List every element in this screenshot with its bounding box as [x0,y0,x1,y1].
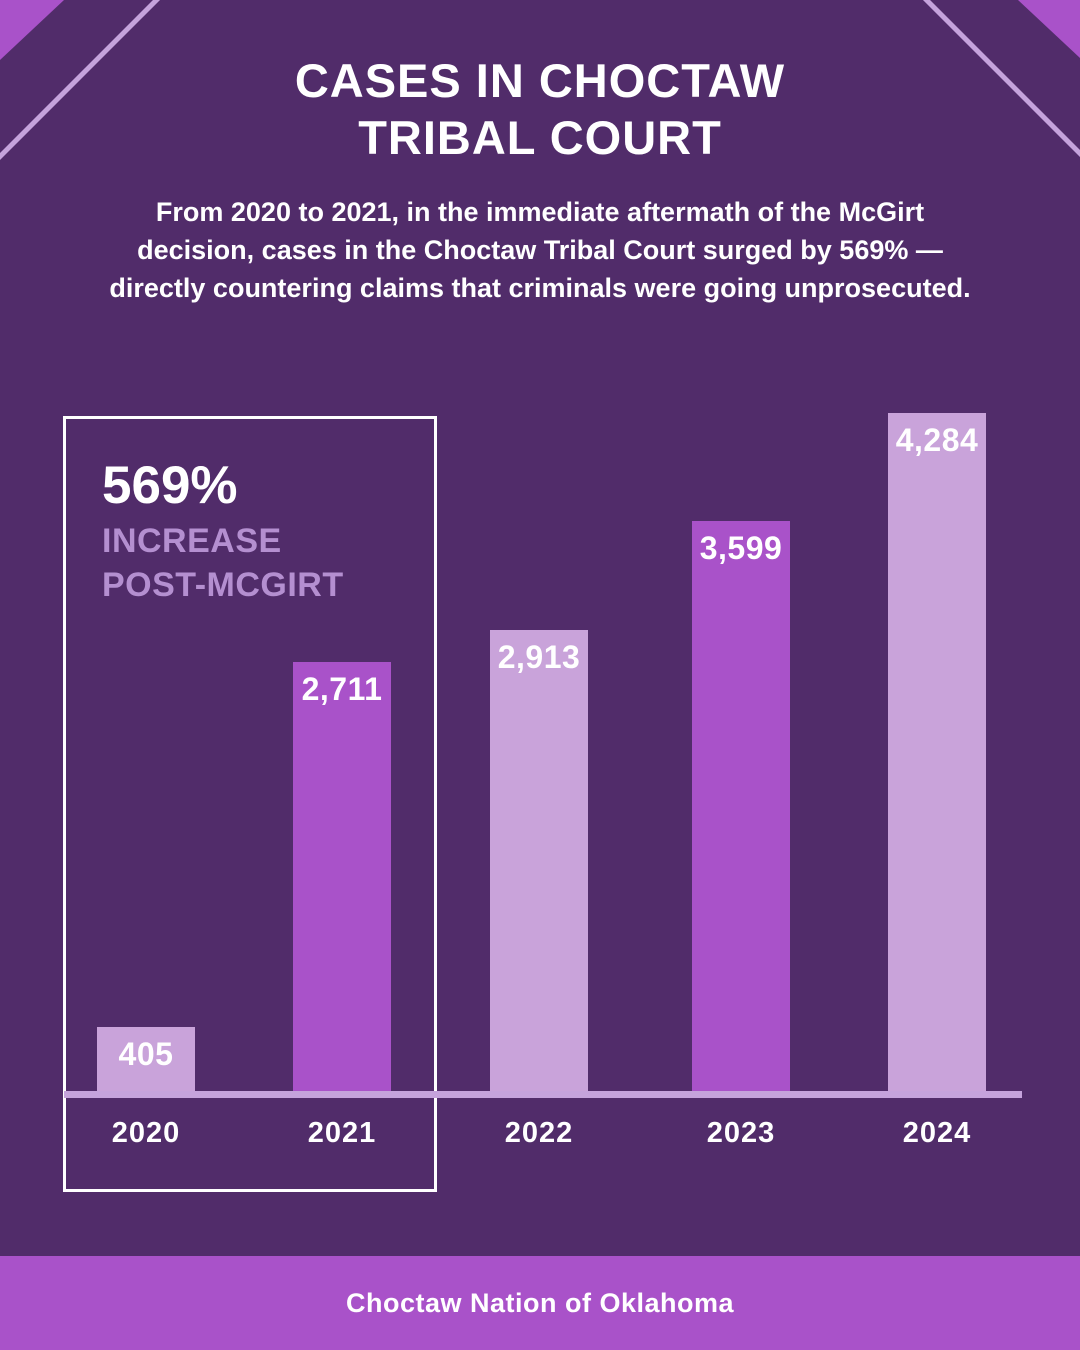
bar-value-label: 405 [118,1036,174,1072]
highlight-label: INCREASE POST-MCGIRT [102,519,344,607]
bar-value-label: 2,913 [497,639,581,675]
subtitle: From 2020 to 2021, in the immediate afte… [0,193,1080,307]
subtitle-line-1: From 2020 to 2021, in the immediate afte… [155,197,925,227]
x-axis-tick-label: 2020 [111,1117,181,1149]
bar-2023: 3,599 [692,521,790,1098]
page-title: CASES IN CHOCTAW TRIBAL COURT [0,52,1080,166]
footer-band: Choctaw Nation of Oklahoma [0,1256,1080,1350]
x-axis-tick-label: 2023 [706,1117,776,1149]
subtitle-line-2: decision, cases in the Choctaw Tribal Co… [137,235,943,265]
highlight-label-line-1: INCREASE [102,522,282,560]
page-title-line-1: CASES IN CHOCTAW [294,54,786,107]
bar-value-label: 4,284 [895,422,979,458]
highlight-box: 569% INCREASE POST-MCGIRT [63,416,437,1192]
x-axis-tick-label: 2022 [504,1117,574,1149]
bar-value-label: 3,599 [699,530,783,566]
bar-2024: 4,284 [888,413,986,1098]
subtitle-line-3: directly countering claims that criminal… [109,273,971,303]
footer-text: Choctaw Nation of Oklahoma [345,1287,735,1318]
highlight-label-line-2: POST-MCGIRT [102,566,344,604]
bar-2022: 2,913 [490,630,588,1098]
x-axis-tick-label: 2024 [902,1117,972,1149]
bar-2020: 405 [97,1027,195,1098]
bar-2021: 2,711 [293,662,391,1098]
bar-value-label: 2,711 [301,671,383,707]
x-axis-line [64,1091,1022,1098]
highlight-percent: 569% [102,456,238,515]
x-axis-tick-label: 2021 [307,1117,377,1149]
page-title-line-2: TRIBAL COURT [358,111,722,164]
